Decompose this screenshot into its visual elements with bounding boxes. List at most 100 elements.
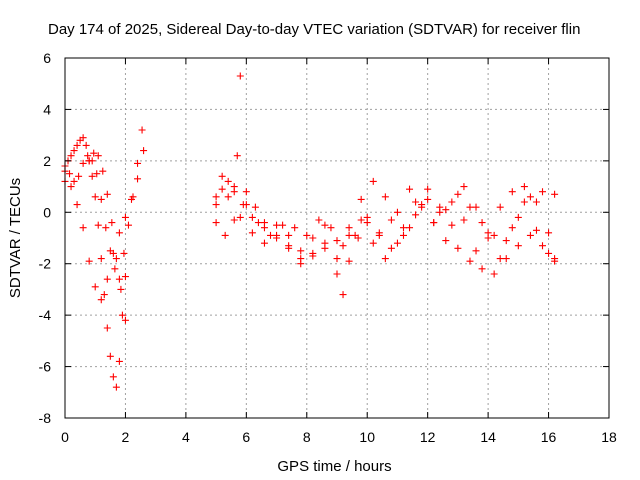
data-point [233,152,241,160]
data-point [242,188,250,196]
data-point [121,213,129,221]
data-point [339,291,347,299]
data-point [254,219,262,227]
data-point [111,265,119,273]
data-point [430,219,438,227]
data-point [520,183,528,191]
data-point [279,221,287,229]
data-point [212,219,220,227]
x-axis-title: GPS time / hours [277,458,391,475]
data-point [472,247,480,255]
data-point [345,224,353,232]
data-point [327,224,335,232]
data-point [242,201,250,209]
data-point [285,244,293,252]
data-points [61,72,559,391]
data-point [236,213,244,221]
data-point [309,234,317,242]
data-point [109,249,117,257]
data-point [381,193,389,201]
data-point [73,141,81,149]
data-point [124,221,132,229]
data-point [393,208,401,216]
y-axis-title: SDTVAR / TECUs [7,178,24,298]
data-point [273,221,281,229]
data-point [91,193,99,201]
data-point [502,255,510,263]
x-tick-label: 0 [61,429,69,445]
data-point [224,177,232,185]
data-point [333,270,341,278]
data-point [460,216,468,224]
data-point [112,255,120,263]
data-point [79,134,87,142]
data-point [472,203,480,211]
data-point [99,167,107,175]
data-point [285,231,293,239]
data-point [357,216,365,224]
data-point [478,219,486,227]
series-late-c [212,177,559,255]
data-point [448,198,456,206]
data-point [70,177,78,185]
data-point [466,203,474,211]
data-point [442,206,450,214]
data-point [412,198,420,206]
data-point [526,231,534,239]
data-point [236,72,244,80]
data-point [267,231,275,239]
data-point [393,239,401,247]
data-point [112,383,120,391]
data-point [100,291,108,299]
data-point [291,224,299,232]
data-point [230,216,238,224]
data-point [85,157,93,165]
data-point [399,224,407,232]
data-point [478,265,486,273]
data-point [93,170,101,178]
data-point [514,213,522,221]
x-tick-label: 6 [242,429,250,445]
data-point [221,231,229,239]
x-tick-label: 8 [303,429,311,445]
y-tick-label: 6 [43,50,51,66]
data-point [539,188,547,196]
data-point [520,198,528,206]
data-point [230,188,238,196]
data-point [369,239,377,247]
data-point [91,283,99,291]
data-point [251,203,259,211]
data-point [138,126,146,134]
data-point [333,237,341,245]
series-late-d [218,172,553,255]
data-point [551,255,559,263]
data-point [79,159,87,167]
data-point [545,249,553,257]
data-point [103,324,111,332]
data-point [97,195,105,203]
data-point [448,221,456,229]
data-point [545,229,553,237]
data-point [115,275,123,283]
y-tick-label: 4 [43,101,51,117]
data-point [108,219,116,227]
y-tick-label: -4 [39,307,52,323]
data-point [260,239,268,247]
data-point [121,316,129,324]
data-point [502,237,510,245]
chart-title: Day 174 of 2025, Sidereal Day-to-day VTE… [48,21,580,38]
data-point [496,255,504,263]
data-point [424,185,432,193]
data-point [442,237,450,245]
data-point [84,152,92,160]
data-point [351,231,359,239]
data-point [88,172,96,180]
data-point [218,185,226,193]
data-point [387,216,395,224]
x-tick-label: 4 [182,429,190,445]
data-point [224,193,232,201]
data-point [297,260,305,268]
data-point [109,373,117,381]
data-point [508,188,516,196]
data-point [97,296,105,304]
